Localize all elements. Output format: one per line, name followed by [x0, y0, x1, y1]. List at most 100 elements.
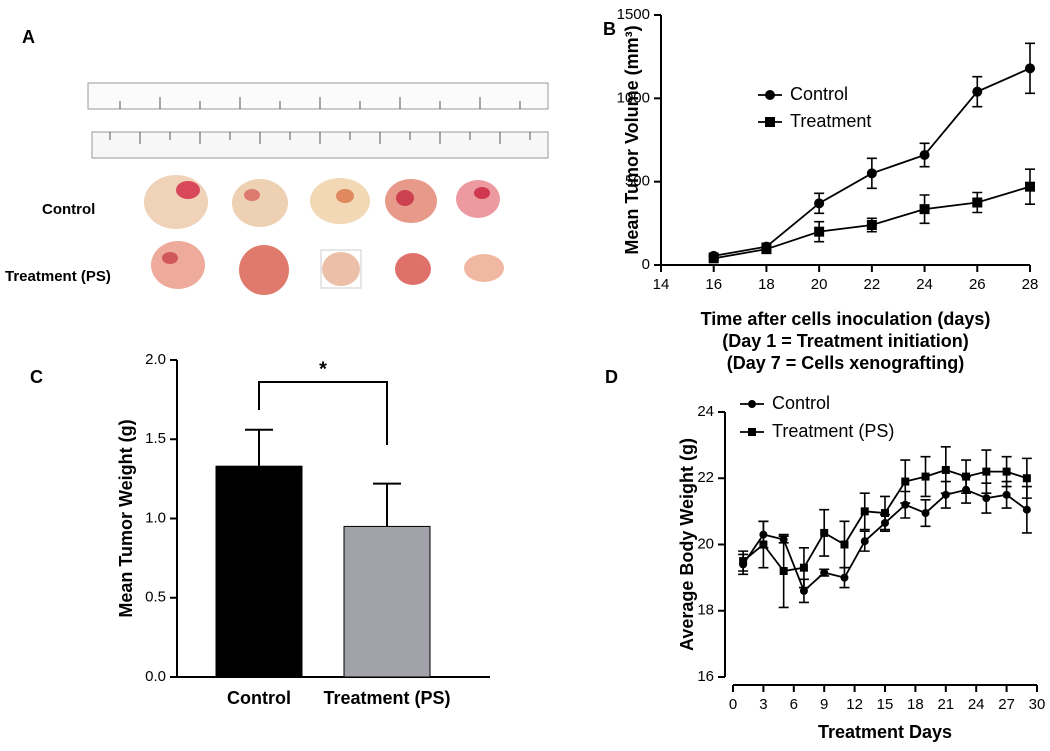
x-tick-label: Control — [227, 688, 291, 708]
ruler — [87, 82, 549, 110]
x-tick-label: 0 — [729, 696, 737, 713]
data-point — [972, 197, 983, 208]
x-axis-label: Treatment Days — [818, 722, 952, 742]
x-tick-label: 24 — [968, 696, 985, 713]
data-point — [759, 540, 768, 549]
y-tick-label: 1500 — [617, 6, 650, 23]
legend-marker — [748, 400, 756, 408]
data-point — [814, 198, 825, 209]
data-point — [840, 540, 849, 549]
panel-label: D — [605, 367, 618, 387]
x-tick-label: 21 — [937, 696, 954, 713]
x-tick-label: 30 — [1029, 696, 1046, 713]
tumors — [144, 175, 504, 295]
y-tick-label: 0 — [642, 256, 650, 273]
row-label: Treatment (PS) — [5, 268, 111, 285]
data-point — [820, 568, 829, 577]
significance-bracket — [258, 381, 388, 445]
ruler-ticks — [109, 97, 531, 144]
legend-marker — [765, 117, 775, 127]
data-point — [708, 253, 719, 264]
data-point — [941, 465, 950, 474]
data-point — [820, 528, 829, 537]
data-point — [1025, 181, 1035, 192]
y-tick-label: 1.5 — [145, 430, 166, 447]
x-tick-label: 28 — [1022, 276, 1039, 293]
data-point — [962, 472, 971, 481]
y-axis-label: Mean Tumor Volume (mm³) — [622, 25, 642, 254]
panel-label: C — [30, 367, 43, 387]
x-tick-label: 18 — [907, 696, 924, 713]
y-tick-label: 2.0 — [145, 351, 166, 368]
data-point — [1022, 505, 1031, 514]
data-point — [1002, 490, 1011, 499]
y-tick-label: 18 — [697, 602, 714, 619]
legend-label: Control — [772, 393, 830, 413]
y-tick-label: 1000 — [617, 89, 650, 106]
data-point — [761, 244, 772, 255]
data-point — [739, 557, 748, 566]
y-axis-label: Mean Tumor Weight (g) — [116, 419, 136, 617]
panel-label: A — [22, 27, 35, 47]
data-point — [921, 472, 930, 481]
y-tick-label: 0.0 — [145, 668, 166, 685]
x-tick-label: 27 — [998, 696, 1015, 713]
bar — [343, 525, 431, 678]
data-point — [921, 509, 930, 518]
y-tick-label: 24 — [697, 403, 714, 420]
x-tick-label: 6 — [790, 696, 798, 713]
legend-label: Treatment — [790, 111, 871, 131]
data-point — [972, 86, 983, 97]
x-axis-label: Time after cells inoculation (days) — [701, 309, 991, 329]
y-tick-label: 20 — [697, 535, 714, 552]
data-point — [814, 226, 825, 237]
y-tick-label: 16 — [697, 668, 714, 685]
x-tick-label: 14 — [653, 276, 670, 293]
data-point — [866, 220, 877, 230]
x-tick-label: 24 — [916, 276, 933, 293]
x-axis-label: (Day 7 = Cells xenografting) — [727, 353, 965, 373]
y-axis-label: Average Body Weight (g) — [677, 438, 697, 651]
data-point — [919, 150, 930, 160]
x-axis-label: (Day 1 = Treatment initiation) — [722, 331, 969, 351]
data-point — [799, 586, 808, 595]
legend-label: Treatment (PS) — [772, 421, 894, 441]
data-point — [1022, 474, 1031, 483]
panel-label: B — [603, 19, 616, 39]
photo: A Control Treatment (PS) — [0, 0, 580, 300]
data-point — [919, 204, 930, 215]
legend-label: Control — [790, 84, 848, 104]
y-tick-label: 500 — [625, 173, 650, 190]
x-tick-label: 26 — [969, 276, 986, 293]
x-tick-label: 9 — [820, 696, 828, 713]
x-tick-label: 22 — [864, 276, 881, 293]
legend-marker — [748, 428, 756, 436]
row-label: Control — [42, 201, 95, 218]
x-tick-label: 16 — [705, 276, 722, 293]
significance-label: * — [319, 358, 327, 380]
y-tick-label: 1.0 — [145, 509, 166, 526]
data-point — [799, 563, 808, 572]
data-point — [1002, 467, 1011, 476]
data-point — [881, 509, 889, 518]
data-point — [866, 168, 877, 179]
bar — [215, 465, 303, 678]
x-tick-label: 3 — [759, 696, 767, 713]
data-point — [901, 477, 910, 486]
data-point — [840, 573, 849, 582]
x-tick-label: Treatment (PS) — [323, 688, 450, 708]
data-point — [860, 507, 869, 516]
x-tick-label: 20 — [811, 276, 828, 293]
y-tick-label: 22 — [697, 469, 714, 486]
data-point — [982, 467, 991, 476]
x-tick-label: 15 — [877, 696, 894, 713]
data-point — [1025, 63, 1035, 74]
y-tick-label: 0.5 — [145, 589, 166, 606]
data-point — [982, 494, 991, 503]
data-point — [860, 537, 869, 546]
data-point — [779, 567, 788, 575]
x-tick-label: 12 — [846, 696, 863, 713]
legend-marker — [765, 90, 775, 100]
x-tick-label: 18 — [758, 276, 775, 293]
